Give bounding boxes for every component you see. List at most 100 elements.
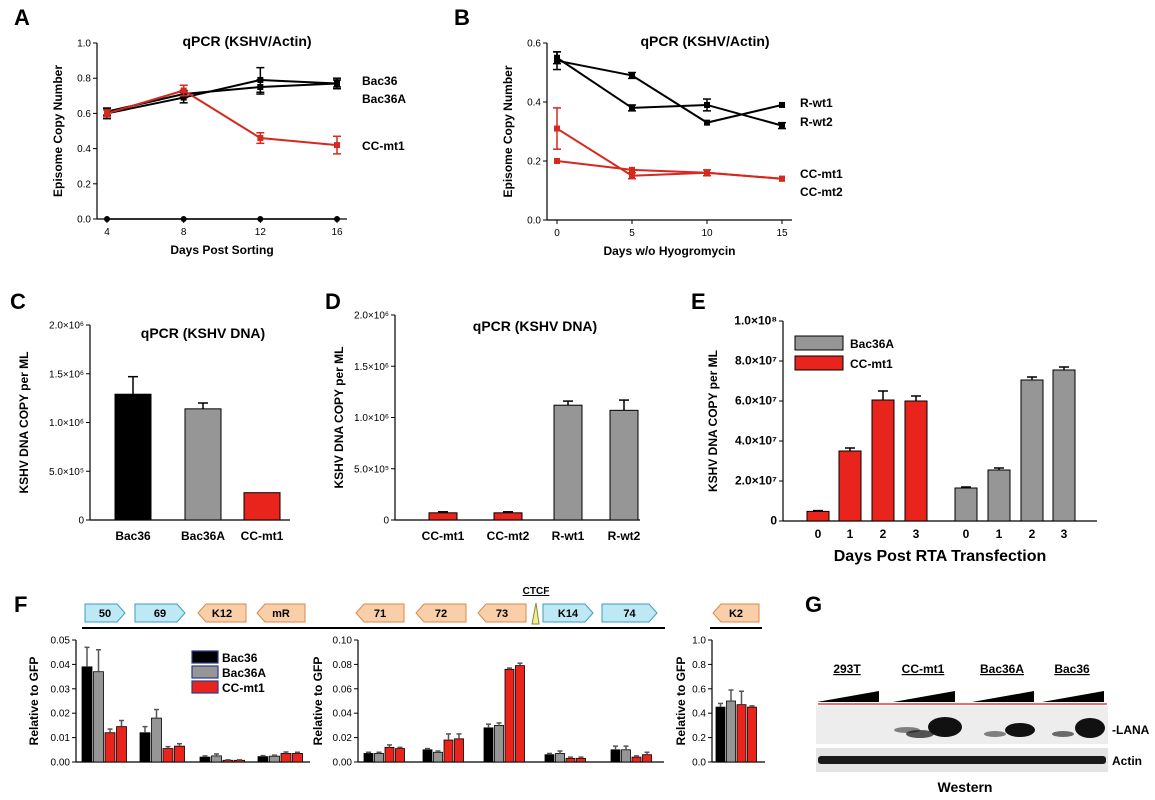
x-axis-label: Days w/o Hyogromycin [603,244,735,258]
group-bar [610,749,621,763]
legend-label-cc-mt1: CC-mt1 [222,681,265,695]
panel-letter-b: B [454,5,470,30]
bar-day-1 [838,450,862,522]
group-bar [292,753,303,763]
series-point-r-wt2 [704,101,710,108]
group-bar [621,749,631,763]
chart-d: 0 5.0×10⁵ 1.0×10⁶ 1.5×10⁶ 2.0×10⁶ qPCR (KSHV … [332,311,641,544]
bar-r-wt2 [609,409,639,521]
group-bar [257,756,269,763]
group-bar [174,745,185,763]
x-category-label: 1 [847,527,854,541]
y-tick-label: 0 [383,516,389,527]
group-bar [494,725,504,763]
western-band-lana: -LANA [1112,723,1150,737]
western-lana-band [928,717,962,737]
group-bar [454,738,464,763]
y-tick-label: 8.0×10⁷ [735,354,777,368]
legend-swatch-cc-mt1 [794,355,844,371]
series-point-r-wt2 [554,54,560,61]
group-bar [395,748,405,763]
y-tick-label: 0.01 [51,733,71,744]
gene-arrow-71 [355,603,405,623]
chart-title: qPCR (KSHV/Actin) [182,33,311,49]
gene-label-71: 71 [374,608,386,620]
panel-letter-a: A [14,5,30,30]
y-tick-label: 2.0×10⁷ [735,474,777,488]
group-bar [565,757,576,763]
series-line-cc-mt2 [556,160,783,180]
western-sample-293t: 293T [833,662,861,676]
western-blot: 293T CC-mt1 Bac36A Bac36 -LANA Actin Western [816,662,1150,795]
x-tick-label: 8 [181,227,187,238]
y-tick-label: 0.4 [527,98,541,109]
y-tick-label: 0.00 [51,758,71,769]
series-label-r-wt1: R-wt1 [800,96,833,110]
y-tick-label: 0.2 [527,157,541,168]
series-label-cc-mt1: CC-mt1 [800,167,843,181]
x-category-label: R-wt1 [552,529,585,543]
western-lana-band [894,727,920,733]
y-tick-label: 0.00 [333,758,353,769]
x-tick-label: 16 [331,227,343,238]
chart-b: 0.0 0.2 0.4 0.6 0 5 10 15 qPCR (KSHV/Actin) Days … [501,33,843,258]
series-point-r-wt2 [629,104,635,111]
x-category-label: R-wt2 [608,529,641,543]
legend-label-bac36a: Bac36A [222,666,266,680]
y-tick-label: 1.0×10⁶ [354,413,389,424]
series-point-r-wt1 [704,119,710,126]
series-point-r-wt2 [779,122,785,129]
x-category-label: 2 [1029,527,1036,541]
group-bar [747,706,757,763]
series-point-bac36a [257,84,264,90]
series-line-bac36a [106,82,338,113]
group-bar [199,756,211,763]
bar-day-0 [806,510,830,522]
x-axis-label: Days Post RTA Transfection [834,548,1047,565]
gene-arrow-74 [601,603,658,623]
group-bar [715,706,726,763]
y-tick-label: 0.6 [527,39,541,50]
y-tick-label: 0.8 [692,660,706,671]
series-line-r-wt2 [556,56,783,127]
bar-day-3 [1052,369,1076,522]
series-label-bac36: Bac36 [362,74,398,88]
western-sample-cc-mt1: CC-mt1 [902,662,945,676]
y-tick-label: 0.04 [51,660,71,671]
panel-letter-d: D [325,289,341,314]
y-tick-label: 0.02 [51,709,71,720]
gene-arrow-mr [256,603,306,623]
bar-day-2 [1020,379,1044,522]
x-tick-label: 4 [104,227,110,238]
y-axis-label: Relative to GFP [674,657,688,746]
group-bar [139,732,151,763]
series-point-cc-mt2 [629,166,635,173]
x-category-label: 3 [913,527,920,541]
ctcf-label: CTCF [523,586,550,597]
chart-e: 0 2.0×10⁷ 4.0×10⁷ 6.0×10⁷ 8.0×10⁷ 1.0×10⁸ KSHV… [706,314,1097,565]
x-category-label: CC-mt2 [487,529,530,543]
panel-letter-g: G [805,592,822,617]
gene-arrow-69 [134,603,186,623]
chart-c: 0 5.0×10⁵ 1.0×10⁶ 1.5×10⁶ 2.0×10⁶ qPCR (KSHV … [17,321,290,543]
y-tick-label: 0.4 [692,709,706,720]
y-tick-label: 0.10 [333,636,353,647]
western-gradient-triangle [893,691,955,702]
group-bar [642,754,652,763]
gene-map: 50 69 K12 mR 71 72 73 K14 74 K2 CTCF [82,586,762,629]
y-tick-label: 1.5×10⁶ [49,369,84,380]
series-label-r-wt2: R-wt2 [800,115,833,129]
x-tick-label: 5 [629,228,635,239]
chart-a: 0.0 0.2 0.4 0.6 0.8 1.0 4 8 12 16 qPCR (KSHV/Actin… [51,33,406,257]
group-bar [104,732,116,763]
chart-f1: 0.00 0.01 0.02 0.03 0.04 0.05 Relative to GFP B… [27,636,310,769]
western-lana-band [1005,723,1035,737]
group-bar [504,668,515,763]
series-label-cc-mt1: CC-mt1 [362,139,405,153]
panel-letter-c: C [10,289,26,314]
bar-bac36a [184,408,222,521]
bar-cc-mt2 [493,512,523,521]
group-bar [483,727,494,763]
gene-arrow-k14 [542,603,594,623]
y-axis-label: Relative to GFP [311,657,325,746]
